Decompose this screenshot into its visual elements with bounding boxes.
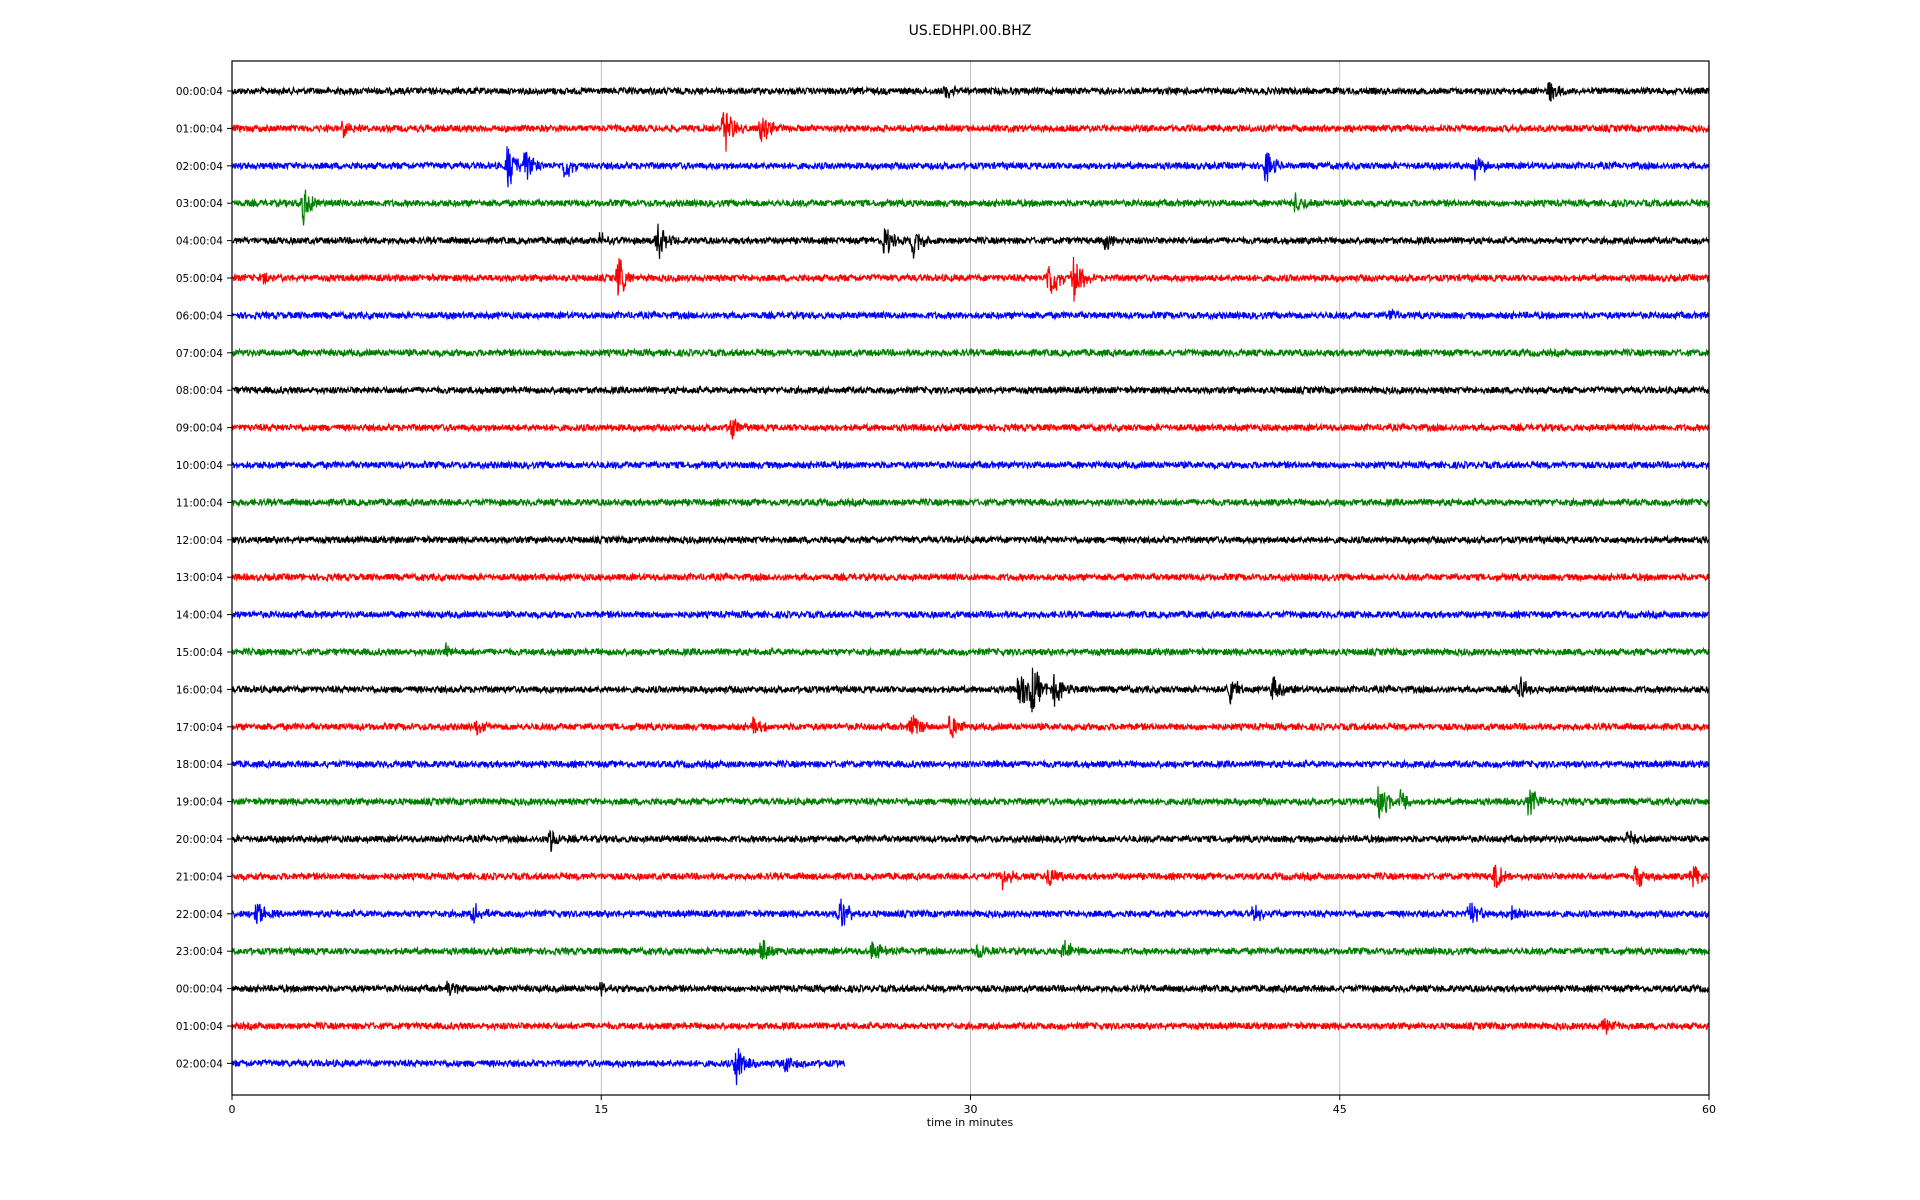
row-time-label: 13:00:04 (176, 572, 223, 584)
row-time-label: 23:00:04 (176, 946, 223, 958)
row-time-label: 15:00:04 (176, 647, 223, 659)
trace-row (231, 459, 1710, 471)
trace-row (231, 758, 1710, 770)
row-time-label: 22:00:04 (176, 909, 223, 921)
row-time-label: 01:00:04 (176, 1021, 223, 1033)
row-time-label: 07:00:04 (176, 348, 223, 360)
row-time-label: 00:00:04 (176, 86, 223, 98)
trace-row (231, 307, 1710, 321)
seismic-traces (231, 81, 1710, 1086)
row-time-label: 01:00:04 (176, 123, 223, 135)
row-time-label: 04:00:04 (176, 236, 223, 248)
row-time-label: 20:00:04 (176, 834, 223, 846)
row-time-label: 02:00:04 (176, 1058, 223, 1070)
trace-row (231, 714, 1710, 739)
x-ticks: 0 15 30 45 60 (229, 1095, 1716, 1116)
x-tick-label: 30 (964, 1103, 978, 1116)
trace-row (231, 534, 1710, 546)
row-time-label: 02:00:04 (176, 161, 223, 173)
row-time-label: 06:00:04 (176, 310, 223, 322)
trace-row (231, 189, 1710, 226)
trace-row (231, 112, 1710, 152)
x-axis-label: time in minutes (927, 1116, 1014, 1129)
trace-row (231, 418, 1710, 440)
row-time-label: 19:00:04 (176, 797, 223, 809)
row-time-label: 11:00:04 (176, 497, 223, 509)
trace-row (231, 223, 1710, 259)
trace-row (231, 571, 1710, 583)
row-time-label: 05:00:04 (176, 273, 223, 285)
trace-row (231, 939, 1710, 960)
y-tick-labels: 00:00:04 01:00:04 02:00:04 03:00:04 04:00:04… (176, 86, 232, 1070)
trace-row (231, 829, 1710, 852)
trace-row (231, 980, 1710, 997)
row-time-label: 10:00:04 (176, 460, 223, 472)
x-tick-label: 45 (1333, 1103, 1347, 1116)
row-time-label: 16:00:04 (176, 684, 223, 696)
trace-row (231, 384, 1710, 396)
row-time-label: 14:00:04 (176, 610, 223, 622)
trace-row (231, 1017, 1710, 1035)
row-time-label: 08:00:04 (176, 385, 223, 397)
trace-row (231, 864, 1710, 891)
row-time-label: 17:00:04 (176, 722, 223, 734)
row-time-label: 09:00:04 (176, 423, 223, 435)
x-tick-label: 0 (229, 1103, 236, 1116)
trace-row (231, 347, 1710, 359)
row-time-label: 00:00:04 (176, 984, 223, 996)
trace-row (231, 146, 1710, 188)
trace-row (231, 642, 1710, 658)
trace-row (231, 256, 1710, 302)
x-tick-label: 60 (1702, 1103, 1716, 1116)
trace-row (231, 496, 1710, 508)
row-time-label: 12:00:04 (176, 535, 223, 547)
trace-row (231, 898, 1710, 927)
row-time-label: 03:00:04 (176, 198, 223, 210)
trace-row (231, 667, 1710, 713)
chart-title: US.EDHPI.00.BHZ (909, 23, 1032, 39)
trace-row (231, 609, 1710, 621)
row-time-label: 18:00:04 (176, 759, 223, 771)
x-tick-label: 15 (594, 1103, 608, 1116)
trace-row (231, 786, 1710, 820)
trace-row (231, 81, 1710, 102)
row-time-label: 21:00:04 (176, 871, 223, 883)
trace-row (231, 1048, 846, 1086)
